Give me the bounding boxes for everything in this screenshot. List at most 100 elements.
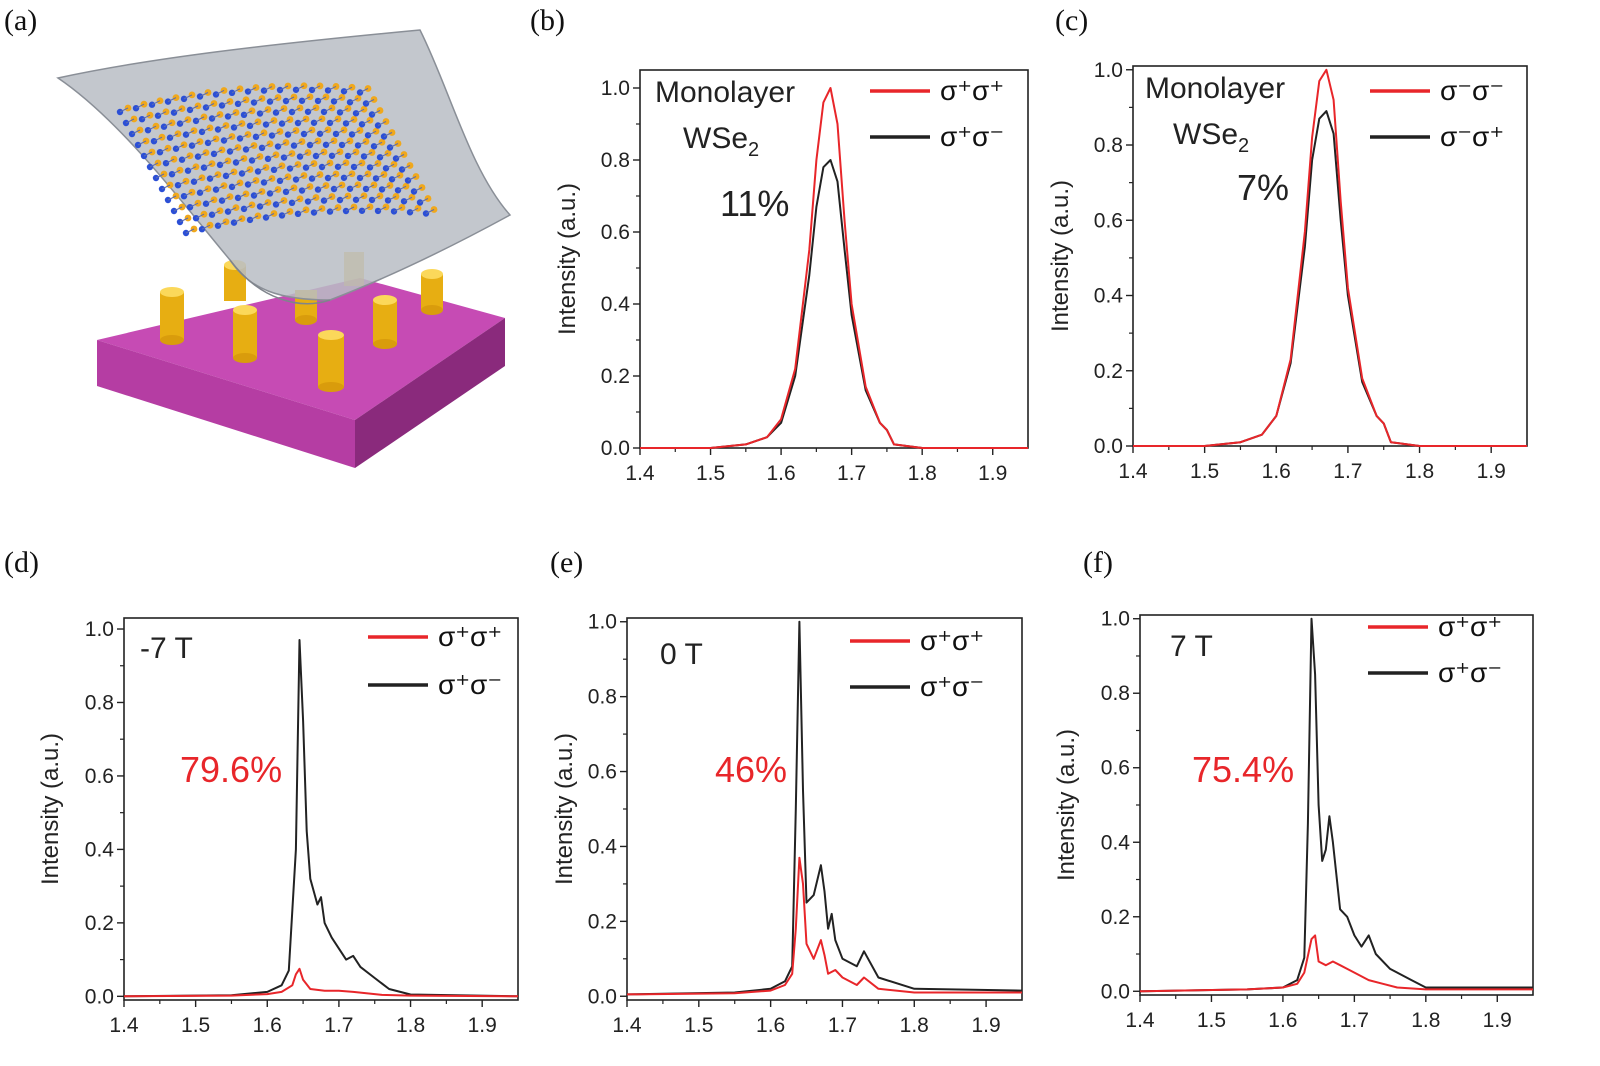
x-tick-label: 1.9 <box>1483 1009 1512 1032</box>
x-tick-label: 1.5 <box>684 1014 713 1037</box>
x-tick-label: 1.4 <box>612 1014 642 1037</box>
substrate-front <box>97 340 355 468</box>
tungsten-atom <box>234 100 242 108</box>
tungsten-atom <box>138 115 146 123</box>
tungsten-atom <box>224 113 232 120</box>
x-tick-label: 1.4 <box>625 462 655 485</box>
y-axis-label: Intensity (a.u.) <box>1053 729 1080 881</box>
tungsten-atom <box>212 91 220 98</box>
series-line-black <box>640 159 1028 449</box>
y-tick-label: 1.0 <box>588 611 617 634</box>
tungsten-atom <box>262 121 270 128</box>
y-tick-label: 0.2 <box>588 910 617 933</box>
annotation-subscript: 2 <box>1238 135 1249 157</box>
annotation-subscript: 2 <box>748 139 759 161</box>
y-tick-label: 0.6 <box>1094 209 1123 232</box>
y-tick-label: 0.0 <box>85 985 114 1008</box>
x-tick-label: 1.6 <box>253 1014 282 1037</box>
legend-label: σ⁺σ⁻ <box>940 121 1004 152</box>
panel-label-a: (a) <box>4 4 37 37</box>
annotation-material: WSe <box>683 122 748 155</box>
panel-label-b: (b) <box>530 4 565 37</box>
panel-label-e: (e) <box>550 546 583 579</box>
y-axis-label: Intensity (a.u.) <box>551 733 578 885</box>
y-tick-label: 0.2 <box>85 912 114 935</box>
y-tick-label: 0.4 <box>601 293 631 316</box>
y-tick-label: 0.6 <box>601 221 630 244</box>
tungsten-atom <box>180 95 188 103</box>
x-tick-label: 1.9 <box>978 462 1007 485</box>
field-annotation: 0 T <box>660 638 703 671</box>
y-axis-label: Intensity (a.u.) <box>554 183 581 335</box>
substrate-side <box>355 318 505 468</box>
x-tick-label: 1.5 <box>1197 1009 1226 1032</box>
y-tick-label: 0.8 <box>601 149 630 172</box>
y-tick-label: 1.0 <box>85 618 114 641</box>
x-tick-label: 1.4 <box>1118 460 1148 483</box>
field-annotation: 7 T <box>1170 630 1213 663</box>
polarization-percent: 7% <box>1237 167 1289 208</box>
series-line-red <box>626 856 1022 996</box>
x-tick-label: 1.7 <box>837 462 866 485</box>
legend-label: σ⁺σ⁻ <box>438 669 502 700</box>
y-tick-label: 1.0 <box>1101 608 1130 631</box>
schematic-illustration <box>56 29 512 468</box>
y-tick-label: 0.4 <box>588 835 618 858</box>
legend-label: σ⁺σ⁺ <box>438 621 502 652</box>
polarization-percent: 79.6% <box>180 749 282 790</box>
tungsten-atom <box>240 111 248 119</box>
y-tick-label: 0.4 <box>1101 831 1131 854</box>
tungsten-atom <box>230 124 238 131</box>
plot-frame <box>123 617 519 1001</box>
tungsten-atom <box>250 99 258 106</box>
pillar <box>233 305 257 363</box>
x-tick-label: 1.7 <box>828 1014 857 1037</box>
y-axis-label: Intensity (a.u.) <box>37 733 64 885</box>
x-tick-label: 1.5 <box>1190 460 1219 483</box>
polarization-percent: 11% <box>720 183 789 224</box>
x-tick-label: 1.8 <box>1405 460 1434 483</box>
y-tick-label: 0.8 <box>1094 134 1123 157</box>
pillar <box>318 330 344 392</box>
y-tick-label: 0.6 <box>85 765 114 788</box>
y-axis-label: Intensity (a.u.) <box>1047 180 1074 332</box>
chart-panel-c: 1.4 1.5 1.6 1.7 1.8 1.9 0.0 0.2 0.4 0.6 0.8 1.0 Inte… <box>1047 59 1528 483</box>
tungsten-atom <box>228 89 236 97</box>
annotation-line1: Monolayer <box>1145 72 1285 105</box>
panel-label-c: (c) <box>1055 4 1088 37</box>
series-line-black <box>1133 110 1527 447</box>
x-tick-label: 1.6 <box>756 1014 785 1037</box>
x-tick-label: 1.9 <box>1477 460 1506 483</box>
x-tick-label: 1.6 <box>1268 1009 1297 1032</box>
polarization-percent: 46% <box>715 749 787 790</box>
tungsten-atom <box>186 106 194 114</box>
y-tick-label: 0.4 <box>1094 285 1124 308</box>
selenium-atom <box>124 104 132 112</box>
polarization-percent: 75.4% <box>1192 749 1294 790</box>
y-tick-label: 0.8 <box>85 691 114 714</box>
x-tick-label: 1.6 <box>766 462 795 485</box>
y-tick-label: 1.0 <box>1094 59 1123 82</box>
chart-panel-b: 1.4 1.5 1.6 1.7 1.8 1.9 0.0 0.2 0.4 0.6 0.8 1.0 Inte… <box>554 69 1029 485</box>
tungsten-atom <box>218 102 226 109</box>
pillar <box>160 287 184 345</box>
chart-panel-f: 1.4 1.5 1.6 1.7 1.8 1.9 0.0 0.2 0.4 0.6 0.8 1.0 Inte… <box>1053 608 1534 1032</box>
series-line-black <box>123 639 519 998</box>
tungsten-atom <box>132 104 140 112</box>
series-line-black <box>626 620 1023 996</box>
legend-label: σ⁺σ⁺ <box>920 625 984 656</box>
tungsten-atom <box>244 88 252 95</box>
x-tick-label: 1.8 <box>1411 1009 1440 1032</box>
series-line-black <box>1139 617 1533 993</box>
legend-label: σ⁺σ⁺ <box>1438 611 1502 642</box>
y-tick-label: 1.0 <box>601 77 630 100</box>
tungsten-atom <box>256 110 264 117</box>
y-tick-label: 0.2 <box>1101 906 1130 929</box>
panel-label-f: (f) <box>1083 546 1113 579</box>
tungsten-atom <box>192 117 200 125</box>
x-tick-label: 1.7 <box>1333 460 1362 483</box>
x-tick-label: 1.4 <box>1125 1009 1155 1032</box>
annotation-line2: WSe2 <box>683 122 759 161</box>
chart-panel-e: 1.4 1.5 1.6 1.7 1.8 1.9 0.0 0.2 0.4 0.6 0.8 1.0 Inte… <box>551 611 1023 1037</box>
